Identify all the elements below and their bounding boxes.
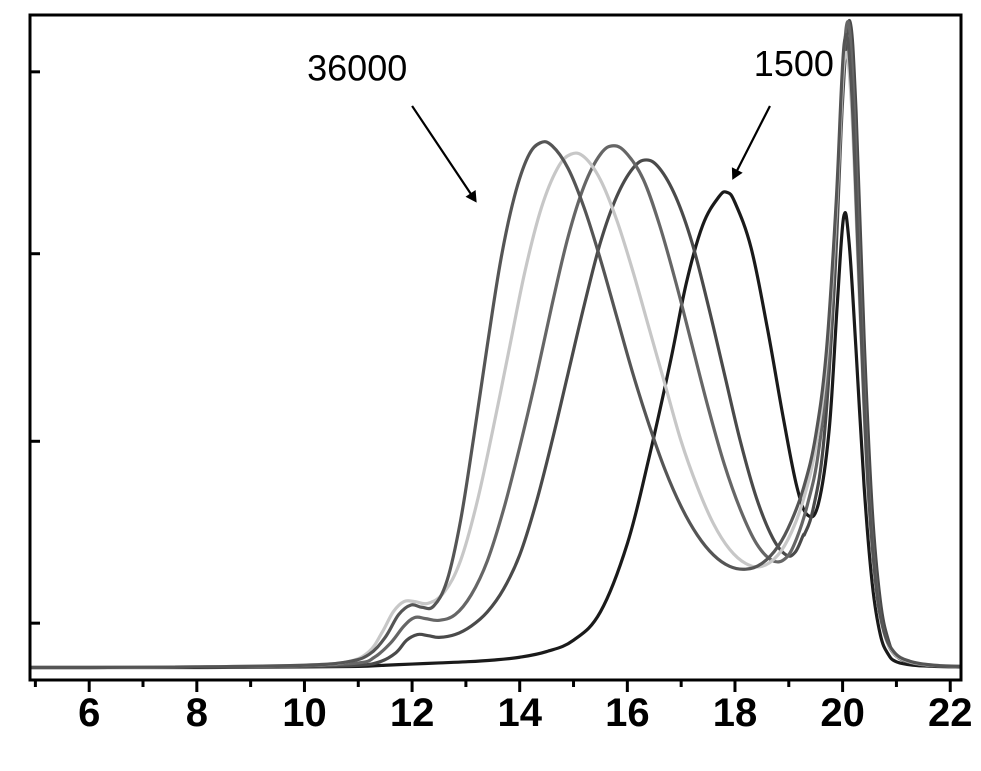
x-tick-label: 12: [390, 691, 435, 735]
label-36000: 36000: [307, 47, 407, 88]
x-tick-label: 20: [820, 691, 865, 735]
x-tick-label: 14: [497, 691, 542, 735]
plot-background: [30, 15, 961, 680]
x-tick-label: 18: [713, 691, 758, 735]
x-tick-label: 16: [605, 691, 650, 735]
x-tick-label: 22: [928, 691, 973, 735]
label-1500: 1500: [754, 43, 834, 84]
gpc-chromatogram-chart: 6 8 10 12 14 16 18 20 22 36000 1500: [0, 0, 981, 771]
x-tick-label: 8: [186, 691, 208, 735]
x-tick-label: 10: [282, 691, 327, 735]
x-tick-label: 6: [78, 691, 100, 735]
